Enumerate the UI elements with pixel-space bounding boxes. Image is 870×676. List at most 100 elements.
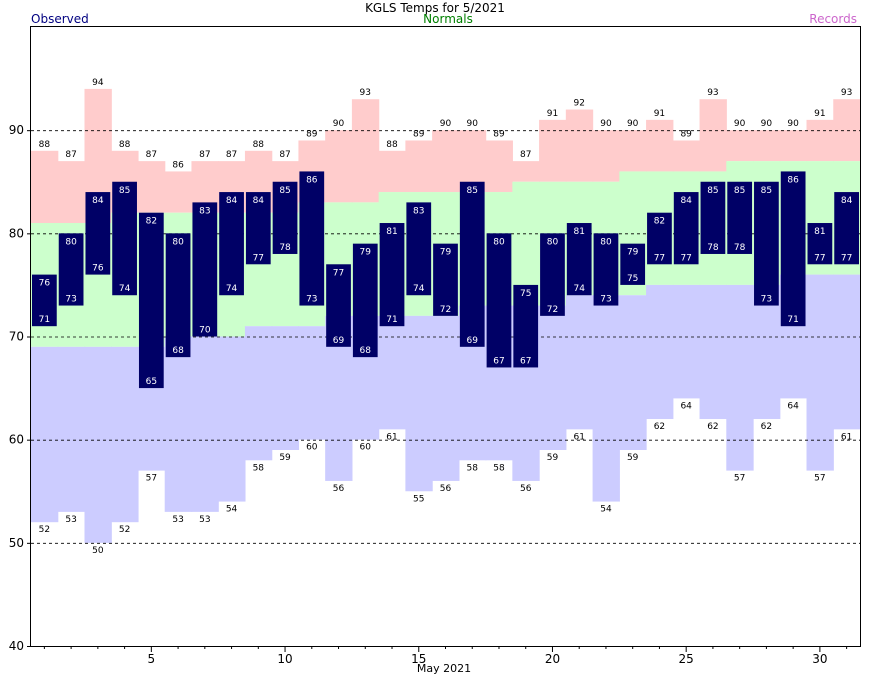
record-high-label: 90	[761, 119, 773, 129]
legend-normals: Normals	[423, 12, 473, 26]
record-low-band	[592, 295, 620, 502]
record-low-band	[672, 284, 701, 399]
record-low-label: 55	[413, 494, 424, 504]
record-high-label: 87	[199, 150, 210, 160]
observed-low-label: 67	[520, 356, 531, 366]
record-high-band	[619, 130, 647, 172]
observed-high-label: 75	[520, 289, 531, 299]
observed-bar	[112, 181, 137, 296]
chart-title: KGLS Temps for 5/2021	[365, 1, 505, 15]
observed-low-label: 74	[226, 284, 238, 294]
observed-high-label: 81	[814, 227, 825, 237]
observed-bar	[780, 171, 806, 327]
data-labels: 88 52 76 71 87 53 80 73 94 50 84 76 88 52 85 74 87 57 82 65…	[39, 78, 853, 556]
observed-high-label: 79	[627, 248, 639, 258]
observed-high-label: 84	[680, 196, 692, 206]
record-high-band	[432, 130, 460, 193]
observed-low-label: 73	[761, 295, 772, 305]
record-high-label: 93	[360, 88, 371, 98]
record-low-band	[565, 295, 594, 430]
y-tick-label: 90	[9, 123, 24, 137]
record-high-label: 88	[386, 140, 398, 150]
record-high-band	[378, 150, 406, 193]
observed-low-label: 68	[360, 346, 372, 356]
observed-low-label: 77	[814, 253, 825, 263]
observed-high-label: 85	[707, 186, 718, 196]
observed-bar	[540, 233, 565, 316]
record-low-label: 62	[707, 422, 718, 432]
observed-low-label: 74	[573, 284, 585, 294]
observed-low-label: 77	[253, 253, 264, 263]
record-high-band	[753, 130, 781, 162]
record-high-band	[405, 140, 433, 193]
x-tick-label: 15	[411, 652, 426, 666]
record-high-label: 88	[119, 140, 131, 150]
record-low-label: 62	[761, 422, 772, 432]
record-high-label: 88	[39, 140, 51, 150]
observed-high-label: 82	[146, 217, 157, 227]
observed-low-label: 71	[39, 315, 50, 325]
record-low-label: 61	[573, 432, 584, 442]
record-low-band	[298, 326, 326, 440]
record-high-label: 90	[734, 119, 746, 129]
observed-bar	[58, 233, 84, 306]
observed-low-label: 68	[172, 346, 184, 356]
observed-low-label: 77	[654, 253, 665, 263]
record-low-label: 53	[199, 515, 210, 525]
observed-high-label: 85	[761, 186, 772, 196]
observed-bar	[192, 202, 218, 337]
observed-high-label: 85	[734, 186, 745, 196]
record-low-label: 58	[493, 463, 505, 473]
record-high-label: 87	[279, 150, 290, 160]
record-low-label: 53	[172, 515, 183, 525]
record-low-label: 61	[386, 432, 397, 442]
observed-high-label: 81	[386, 227, 397, 237]
record-low-band	[619, 295, 647, 450]
record-low-label: 59	[279, 453, 291, 463]
legend-records: Records	[809, 12, 857, 26]
record-low-label: 57	[734, 474, 745, 484]
record-low-band	[271, 326, 300, 450]
record-low-label: 57	[146, 474, 157, 484]
observed-low-label: 77	[841, 253, 852, 263]
record-high-band	[592, 130, 620, 182]
record-low-label: 59	[627, 453, 639, 463]
observed-bar	[727, 181, 753, 254]
observed-low-label: 74	[413, 284, 425, 294]
observed-high-label: 80	[65, 237, 77, 247]
observed-low-label: 72	[547, 305, 558, 315]
record-low-band	[405, 315, 433, 492]
record-high-label: 90	[467, 119, 479, 129]
record-high-label: 90	[440, 119, 452, 129]
legend-observed: Observed	[31, 12, 89, 26]
record-high-label: 91	[814, 109, 825, 119]
y-tick-label: 60	[9, 433, 24, 447]
record-low-band	[699, 284, 727, 420]
record-high-label: 93	[707, 88, 718, 98]
observed-low-label: 72	[440, 305, 451, 315]
observed-low-label: 73	[65, 295, 76, 305]
record-high-label: 90	[600, 119, 612, 129]
observed-high-label: 84	[253, 196, 265, 206]
record-high-band	[512, 161, 540, 182]
record-high-label: 90	[627, 119, 639, 129]
record-high-label: 91	[547, 109, 558, 119]
record-low-band	[378, 315, 406, 430]
observed-bar	[138, 212, 164, 389]
observed-high-label: 76	[39, 279, 51, 289]
observed-high-label: 84	[92, 196, 104, 206]
observed-bar	[593, 233, 619, 306]
observed-high-label: 86	[787, 175, 799, 185]
observed-bars	[32, 171, 859, 389]
record-high-label: 89	[680, 129, 692, 139]
observed-low-label: 73	[600, 295, 611, 305]
record-low-label: 57	[814, 474, 825, 484]
record-high-band	[565, 109, 594, 182]
observed-high-label: 79	[440, 248, 452, 258]
x-tick-label: 10	[277, 652, 292, 666]
record-high-label: 89	[306, 129, 318, 139]
record-low-label: 62	[654, 422, 665, 432]
observed-bar	[85, 192, 111, 275]
record-high-band	[672, 140, 701, 172]
